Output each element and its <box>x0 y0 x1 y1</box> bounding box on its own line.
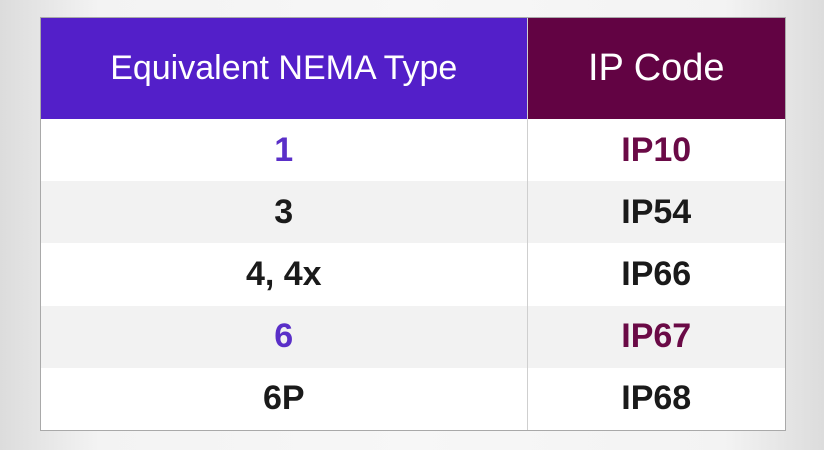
table-row: 3 IP54 <box>41 181 785 244</box>
ip-code-cell: IP10 <box>527 119 785 182</box>
table-row: 1 IP10 <box>41 119 785 182</box>
header-ip-code: IP Code <box>527 18 785 119</box>
ip-code-cell: IP68 <box>527 367 785 430</box>
table-row: 6P IP68 <box>41 367 785 430</box>
ip-code-cell: IP67 <box>527 305 785 368</box>
nema-type-cell: 3 <box>41 181 528 244</box>
table-header-row: Equivalent NEMA Type IP Code <box>41 18 785 119</box>
nema-type-cell: 6 <box>41 305 528 368</box>
nema-ip-table-container: Equivalent NEMA Type IP Code 1 IP10 3 IP… <box>40 17 786 431</box>
nema-type-cell: 1 <box>41 119 528 182</box>
table-row: 4, 4x IP66 <box>41 243 785 306</box>
nema-type-cell: 6P <box>41 367 528 430</box>
header-nema-type: Equivalent NEMA Type <box>41 18 528 119</box>
nema-ip-table: Equivalent NEMA Type IP Code 1 IP10 3 IP… <box>41 18 785 430</box>
nema-type-cell: 4, 4x <box>41 243 528 306</box>
ip-code-cell: IP54 <box>527 181 785 244</box>
table-row: 6 IP67 <box>41 305 785 368</box>
ip-code-cell: IP66 <box>527 243 785 306</box>
